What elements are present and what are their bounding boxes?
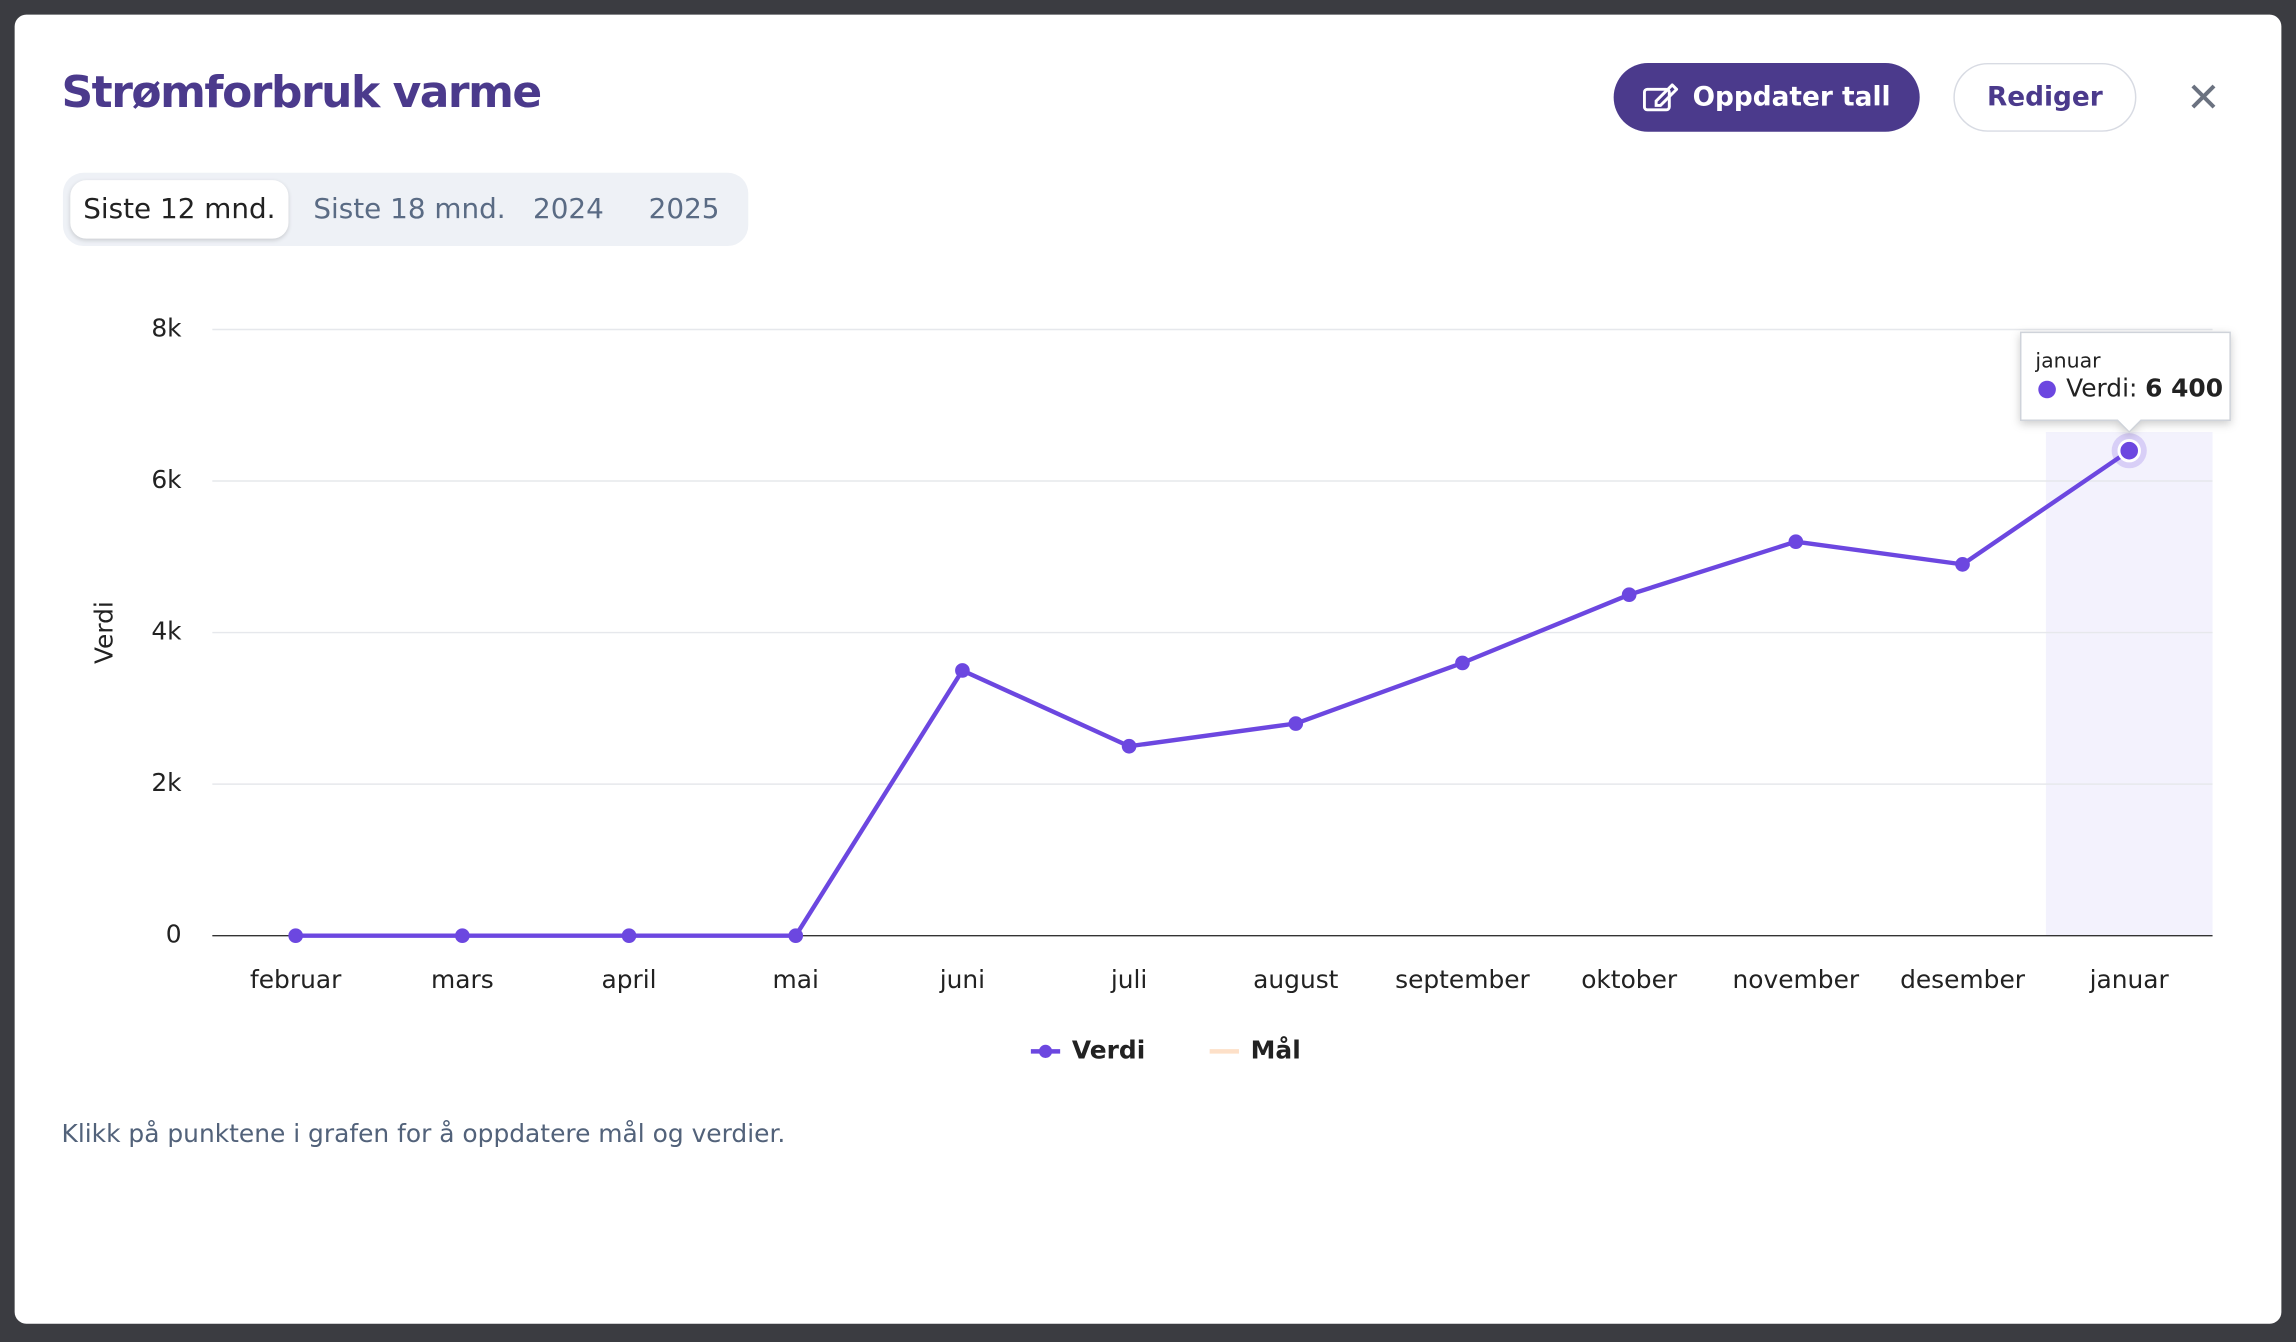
x-tick-label: november	[1733, 965, 1860, 994]
tooltip-box	[2020, 331, 2231, 434]
data-point	[1121, 738, 1137, 754]
x-tick-label: mai	[773, 965, 819, 994]
data-point	[1955, 557, 1970, 572]
tooltip-title: januar	[2034, 349, 2101, 373]
update-label: Oppdater tall	[1692, 82, 1891, 113]
data-point	[2117, 438, 2141, 463]
modal-title: Strømforbruk varme	[61, 67, 543, 119]
x-tick-label: februar	[250, 965, 342, 994]
tooltip-series: Verdi	[2066, 374, 2129, 403]
x-tick-label: april	[601, 965, 656, 994]
modal: Strømforbruk varme Oppdater tall Rediger…	[14, 14, 2282, 1324]
tab[interactable]: 2024	[533, 193, 604, 226]
y-tick-label: 8k	[151, 313, 182, 342]
tab[interactable]: 2025	[648, 193, 720, 226]
data-point	[455, 928, 470, 944]
footnote: Klikk på punktene i grafen for å oppdate…	[61, 1120, 786, 1150]
update-button[interactable]: Oppdater tall	[1613, 62, 1920, 132]
close-button[interactable]: ✕	[2186, 73, 2221, 122]
data-point	[788, 928, 804, 944]
x-tick-label: august	[1253, 965, 1339, 994]
x-tick-label: juli	[1110, 965, 1148, 994]
y-tick-label: 2k	[151, 768, 182, 797]
legend-dot	[1038, 1044, 1053, 1058]
x-tick-label: mars	[431, 965, 494, 994]
data-point	[1621, 587, 1637, 603]
tab[interactable]: Siste 18 mnd.	[313, 193, 506, 226]
x-tick-label: desember	[1900, 965, 2026, 994]
tab[interactable]: Siste 12 mnd.	[70, 180, 289, 239]
y-tick-label: 6k	[151, 465, 182, 494]
y-axis-label: Verdi	[89, 601, 118, 664]
x-tick-label: januar	[2089, 965, 2170, 994]
data-point	[1288, 716, 1304, 731]
tab-bar: Siste 12 mnd. Siste 18 mnd. 2024 2025	[62, 172, 749, 247]
edit-icon	[1642, 82, 1678, 111]
y-tick-label: 4k	[151, 617, 182, 646]
data-point	[288, 928, 303, 944]
y-tick-label: 0	[166, 920, 182, 949]
data-point	[955, 663, 970, 678]
x-tick-label: september	[1395, 965, 1530, 994]
legend-label: Verdi	[1072, 1035, 1145, 1064]
data-point	[1788, 534, 1804, 549]
data-point	[1455, 655, 1470, 671]
legend-label: Mål	[1251, 1035, 1301, 1064]
tooltip-dot	[2038, 380, 2056, 399]
tooltip-colon: :	[2129, 374, 2137, 403]
data-point	[621, 928, 637, 944]
hover-band	[2045, 431, 2213, 936]
series-line	[295, 448, 2131, 938]
edit-button[interactable]: Rediger	[1953, 62, 2137, 132]
x-tick-label: juni	[939, 965, 985, 994]
tooltip-value: 6 400	[2145, 374, 2223, 403]
x-tick-label: oktober	[1581, 965, 1678, 994]
